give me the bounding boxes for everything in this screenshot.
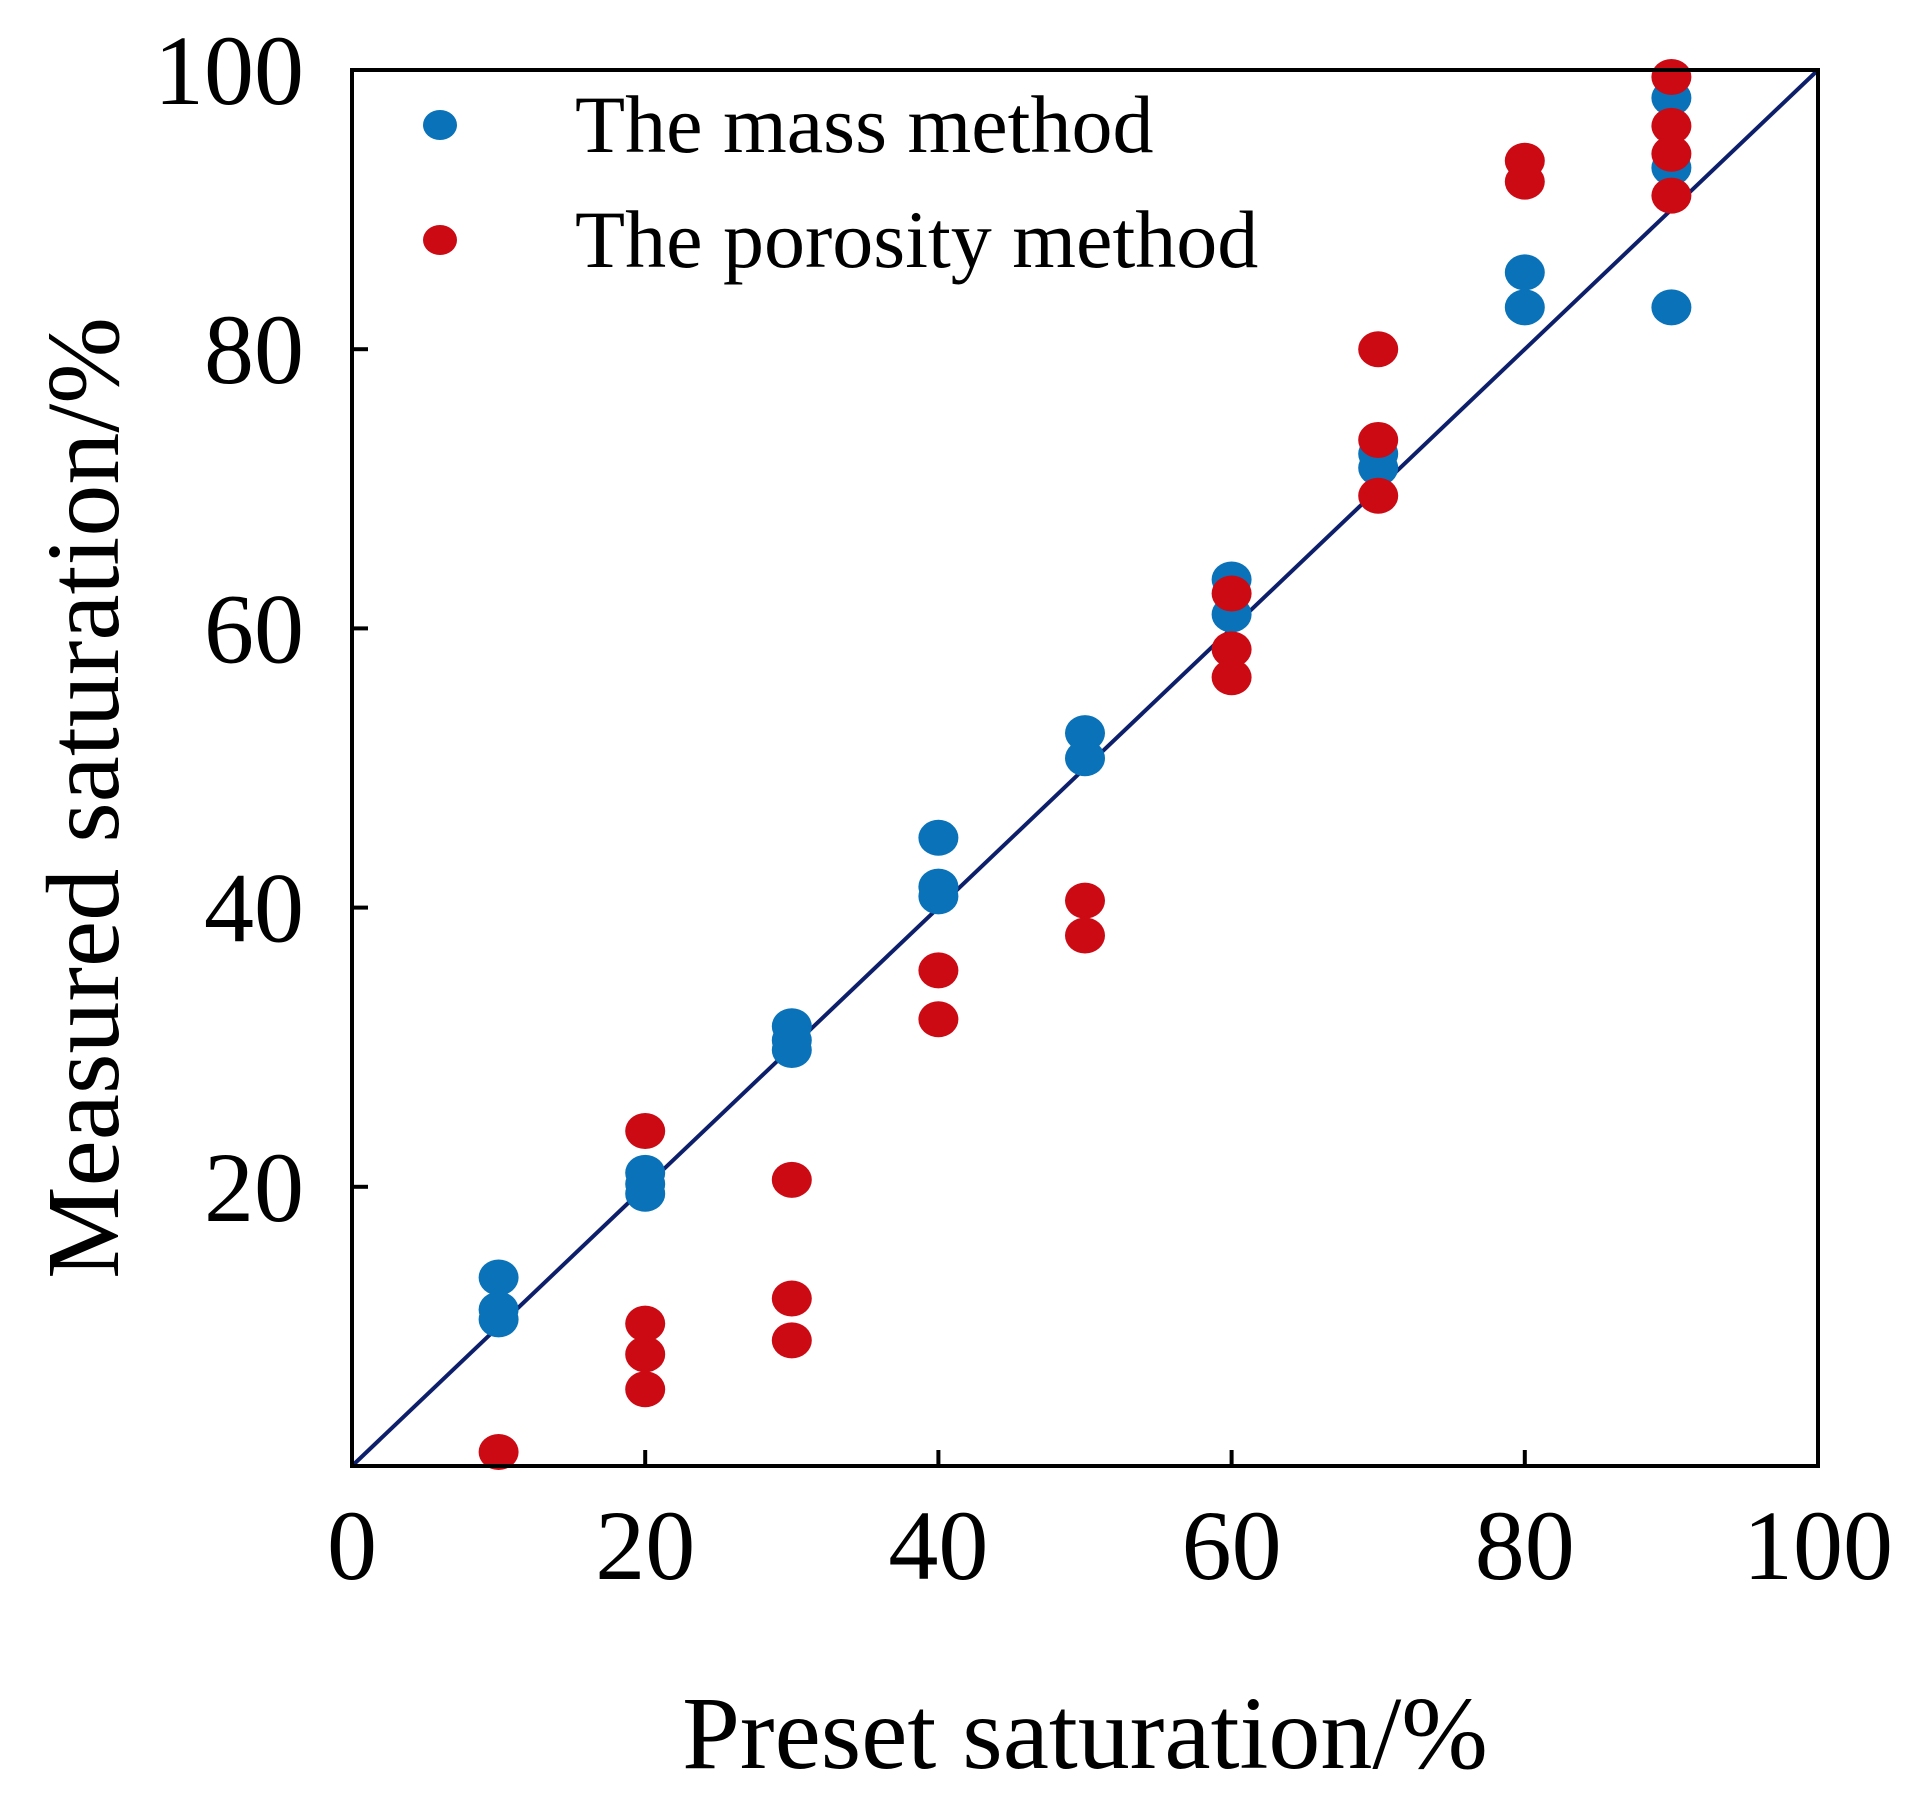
x-tick-label-40: 40 bbox=[888, 1490, 988, 1601]
data-point-the-porosity-method-2 bbox=[625, 1305, 666, 1342]
data-point-the-mass-method-17 bbox=[1358, 449, 1399, 486]
data-point-the-porosity-method-13 bbox=[1211, 631, 1252, 668]
data-point-the-porosity-method-9 bbox=[918, 1001, 959, 1038]
data-point-the-mass-method-0 bbox=[478, 1259, 519, 1296]
y-tick-label-80: 80 bbox=[204, 294, 304, 405]
data-point-the-porosity-method-0 bbox=[478, 1434, 519, 1471]
data-point-the-mass-method-12 bbox=[1065, 715, 1105, 752]
data-points-layer bbox=[478, 58, 1692, 1471]
x-tick-label-80: 80 bbox=[1475, 1490, 1575, 1601]
x-tick-label-60: 60 bbox=[1182, 1490, 1282, 1601]
ticks-layer: 0 20 40 60 80 100 20 40 60 80 100 bbox=[154, 15, 1893, 1601]
data-point-the-porosity-method-19 bbox=[1504, 163, 1545, 200]
y-tick-label-20: 20 bbox=[204, 1132, 304, 1243]
data-point-the-porosity-method-1 bbox=[625, 1112, 666, 1149]
legend-label-the-mass-method: The mass method bbox=[575, 79, 1153, 170]
data-point-the-porosity-method-3 bbox=[625, 1336, 666, 1373]
data-point-the-porosity-method-21 bbox=[1651, 107, 1692, 144]
legend-label-the-porosity-method: The porosity method bbox=[575, 194, 1258, 285]
data-point-the-porosity-method-22 bbox=[1651, 135, 1692, 172]
data-point-the-mass-method-11 bbox=[918, 878, 959, 915]
data-point-the-porosity-method-4 bbox=[625, 1371, 666, 1408]
y-tick-label-60: 60 bbox=[204, 573, 304, 684]
x-axis-title: Preset saturation/% bbox=[682, 1676, 1488, 1791]
data-point-the-porosity-method-20 bbox=[1651, 58, 1692, 95]
data-point-the-porosity-method-8 bbox=[918, 952, 959, 989]
data-point-the-mass-method-2 bbox=[478, 1301, 519, 1338]
data-point-the-mass-method-19 bbox=[1504, 289, 1545, 326]
data-point-the-porosity-method-11 bbox=[1065, 917, 1105, 954]
x-tick-label-100: 100 bbox=[1743, 1490, 1893, 1601]
data-point-the-mass-method-22 bbox=[1651, 289, 1692, 326]
data-point-the-porosity-method-12 bbox=[1211, 575, 1252, 612]
data-point-the-porosity-method-14 bbox=[1211, 659, 1252, 696]
plot-frame bbox=[350, 68, 1820, 1468]
y-tick-label-40: 40 bbox=[204, 853, 304, 964]
y-axis-title: Measured saturation/% bbox=[26, 317, 141, 1279]
data-point-the-mass-method-5 bbox=[625, 1175, 666, 1212]
data-point-the-porosity-method-10 bbox=[1065, 882, 1105, 919]
data-point-the-mass-method-8 bbox=[771, 1031, 812, 1068]
data-point-the-mass-method-9 bbox=[918, 819, 959, 856]
data-point-the-mass-method-13 bbox=[1065, 740, 1105, 777]
legend-marker-the-porosity-method bbox=[423, 225, 457, 255]
x-tick-label-0: 0 bbox=[327, 1490, 377, 1601]
y-tick-label-100: 100 bbox=[154, 15, 304, 126]
data-point-the-porosity-method-15 bbox=[1358, 331, 1399, 368]
data-point-the-porosity-method-16 bbox=[1358, 421, 1399, 458]
x-tick-label-20: 20 bbox=[595, 1490, 695, 1601]
data-point-the-mass-method-18 bbox=[1504, 254, 1545, 291]
data-point-the-porosity-method-23 bbox=[1651, 177, 1692, 214]
legend: The mass method The porosity method bbox=[423, 79, 1258, 285]
data-point-the-porosity-method-7 bbox=[771, 1322, 812, 1359]
data-point-the-porosity-method-17 bbox=[1358, 477, 1399, 514]
data-point-the-porosity-method-5 bbox=[771, 1161, 812, 1198]
legend-marker-the-mass-method bbox=[423, 110, 457, 140]
data-point-the-porosity-method-6 bbox=[771, 1280, 812, 1317]
